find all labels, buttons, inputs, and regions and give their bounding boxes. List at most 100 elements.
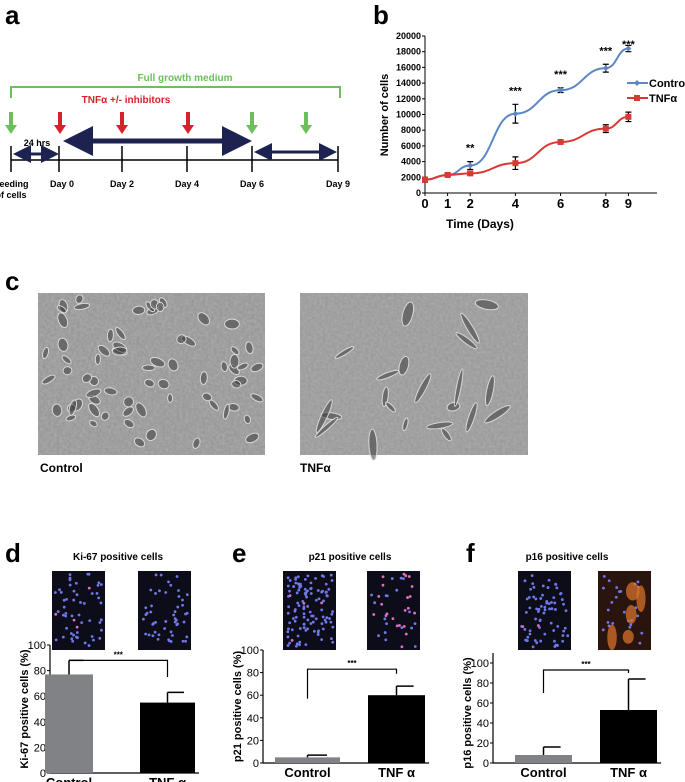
nucleus <box>400 645 404 649</box>
nucleus <box>72 633 75 637</box>
significance-marker: *** <box>581 660 591 669</box>
nucleus <box>314 598 318 602</box>
nucleus <box>79 601 82 604</box>
nucleus <box>306 618 310 622</box>
nucleus <box>552 596 556 600</box>
bar-tnf <box>600 710 657 763</box>
nucleus <box>550 600 553 604</box>
chart-title: Ki-67 positive cells <box>73 552 163 563</box>
nucleus <box>172 613 176 617</box>
interval-label: 24 hrs <box>24 138 51 148</box>
nucleus <box>72 598 76 602</box>
nucleus <box>329 637 333 640</box>
nucleus <box>64 614 68 618</box>
data-point <box>512 110 519 117</box>
nucleus <box>100 628 103 632</box>
nucleus <box>527 595 531 599</box>
y-tick-label: 8000 <box>401 125 421 135</box>
y-tick-label: 10000 <box>396 110 421 120</box>
y-tick-label: 0 <box>416 188 421 198</box>
nucleus <box>528 606 532 610</box>
nucleus <box>531 645 535 649</box>
y-tick-label: 12000 <box>396 94 421 104</box>
nucleus <box>562 629 566 633</box>
nucleus <box>541 584 545 588</box>
nucleus <box>617 590 621 594</box>
nucleus <box>406 606 410 610</box>
nucleus <box>173 610 177 614</box>
nucleus <box>316 589 320 592</box>
nucleus <box>320 601 324 605</box>
cell <box>145 428 157 442</box>
red-arrow-down-icon <box>182 112 194 134</box>
nucleus <box>381 575 385 579</box>
red-arrow-down-icon <box>54 112 66 134</box>
nucleus <box>75 625 79 629</box>
nucleus <box>288 589 291 593</box>
nucleus <box>554 583 558 586</box>
significance-bracket <box>69 659 169 677</box>
nucleus <box>524 610 528 614</box>
cell <box>231 379 242 389</box>
y-tick-label: 20000 <box>396 31 421 41</box>
nucleus <box>71 639 75 643</box>
x-tick-label: Control <box>46 775 92 782</box>
nucleus <box>96 583 100 587</box>
nucleus <box>75 593 79 597</box>
y-tick-label: 100 <box>241 645 259 657</box>
bar-control <box>45 674 93 773</box>
nucleus <box>176 622 180 626</box>
nucleus <box>295 591 299 595</box>
nucleus <box>56 610 60 613</box>
nucleus <box>82 601 86 605</box>
nucleus <box>602 586 605 590</box>
nucleus <box>556 624 560 628</box>
nucleus <box>181 598 184 602</box>
fluorescence-image <box>283 571 336 650</box>
nucleus <box>181 639 185 643</box>
nucleus <box>560 598 564 601</box>
x-axis-label: Time (Days) <box>446 217 514 231</box>
nucleus <box>554 608 557 611</box>
nucleus <box>290 638 294 642</box>
nucleus <box>395 588 399 592</box>
nucleus <box>373 601 377 605</box>
day-label: Day 6 <box>240 179 264 189</box>
nucleus <box>294 644 298 648</box>
y-tick-label: 16000 <box>396 62 421 72</box>
y-axis-label: Ki-67 positive cells (%) <box>19 649 31 769</box>
nucleus <box>314 577 317 580</box>
nucleus <box>316 633 320 636</box>
nucleus <box>372 613 376 616</box>
nucleus <box>65 597 68 601</box>
nucleus <box>65 626 68 630</box>
y-tick-label: 80 <box>247 668 259 680</box>
nucleus <box>317 597 321 601</box>
y-tick-label: 6000 <box>401 141 421 151</box>
panel-label-b: b <box>373 0 389 30</box>
nucleus <box>302 602 306 605</box>
nucleus <box>286 576 290 580</box>
data-point <box>557 87 564 94</box>
nucleus <box>294 577 298 581</box>
seeding-label-1: Seeding <box>0 179 29 189</box>
nucleus <box>170 634 174 637</box>
nucleus <box>566 634 570 638</box>
y-tick-label: 2000 <box>401 172 421 182</box>
cell <box>398 355 410 376</box>
nucleus <box>76 636 79 640</box>
nucleus <box>402 572 406 576</box>
nucleus <box>380 602 384 606</box>
nucleus <box>324 620 328 624</box>
cell <box>103 387 118 396</box>
x-tick-label: 6 <box>557 196 564 211</box>
nucleus <box>528 629 532 633</box>
cell <box>141 364 156 372</box>
day-label: Day 2 <box>110 179 134 189</box>
x-tick-label: 8 <box>602 196 609 211</box>
cell <box>460 312 480 344</box>
stained-cell <box>625 582 640 601</box>
nucleus <box>292 617 295 620</box>
nucleus <box>87 644 91 647</box>
